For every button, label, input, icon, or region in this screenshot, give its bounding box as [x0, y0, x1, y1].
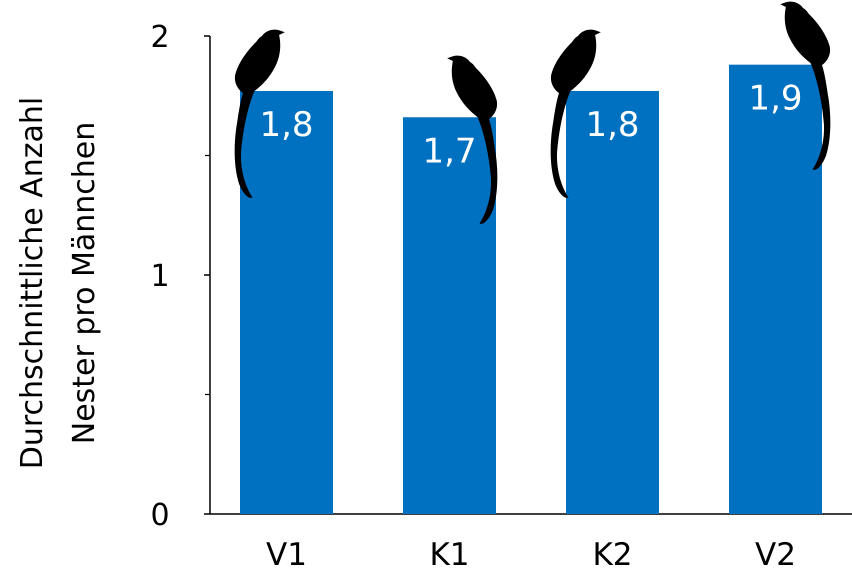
value-label: 1,8: [259, 105, 313, 145]
bar-v2: [729, 64, 822, 515]
y-tick-label: 2: [150, 20, 169, 55]
y-axis-label-line-1: Durchschnittliche Anzahl: [15, 97, 50, 470]
bird-silhouette-icon: [550, 29, 601, 198]
y-axis-label-line-2: Nester pro Männchen: [67, 122, 102, 445]
x-axis-labels: V1 K1 K2 V2: [266, 537, 796, 571]
x-tick-label: V2: [755, 537, 796, 571]
bars: [240, 64, 822, 515]
bird-silhouette-icon: [780, 1, 831, 170]
bird-silhouette-icon: [447, 55, 498, 224]
value-label: 1,8: [585, 105, 639, 145]
bird-silhouette-icon: [234, 29, 285, 198]
y-axis-label: Durchschnittliche Anzahl Nester pro Männ…: [15, 97, 102, 470]
x-tick-label: K2: [592, 537, 632, 571]
y-tick-label: 1: [150, 259, 169, 294]
bar-v1: [240, 90, 333, 514]
bird-decorations: [234, 1, 831, 224]
y-axis-ticks: 0 1 2: [150, 20, 210, 533]
value-label: 1,7: [422, 131, 476, 171]
value-labels: 1,8 1,7 1,8 1,9: [259, 79, 802, 172]
value-label: 1,9: [748, 79, 802, 119]
x-tick-label: V1: [266, 537, 307, 571]
bar-k1: [403, 117, 496, 514]
x-tick-label: K1: [429, 537, 469, 571]
bar-k2: [566, 90, 659, 514]
y-tick-label: 0: [150, 498, 169, 533]
